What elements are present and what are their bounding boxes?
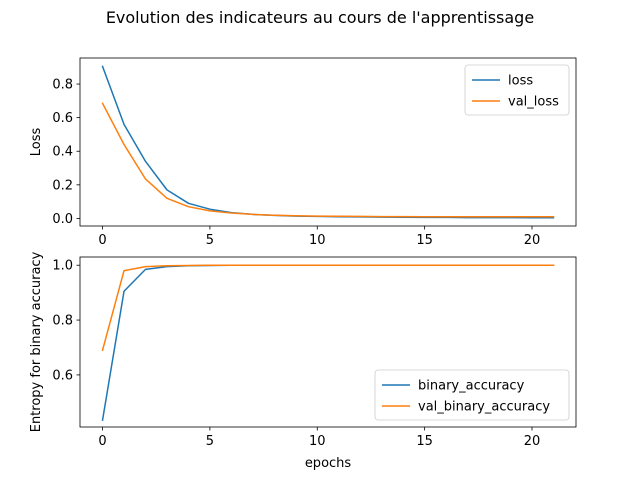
y-tick-label: 0.6 <box>52 368 73 383</box>
loss-panel: 0 5 10 15 20 0.0 0.2 0.4 0.6 0.8 Loss loss val_loss <box>29 57 577 248</box>
axes-frame <box>79 57 577 227</box>
x-tick-label: 5 <box>206 434 214 449</box>
legend: binary_accuracy val_binary_accuracy <box>374 369 570 421</box>
series-line-val_loss <box>101 102 555 218</box>
y-tick-label: 1.0 <box>52 259 73 274</box>
y-tick-label: 0.8 <box>52 78 73 93</box>
legend-label: loss <box>508 74 533 89</box>
legend-box <box>464 64 570 116</box>
axes-frame <box>79 256 577 428</box>
x-tick-label: 20 <box>524 233 541 248</box>
accuracy-panel: 0 5 10 15 20 0.6 0.8 1.0 Entropy for binary accu… <box>29 251 577 471</box>
y-tick-label: 0.2 <box>52 178 73 193</box>
x-tick-label: 0 <box>98 434 106 449</box>
x-tick-label: 5 <box>206 233 214 248</box>
x-tick-label: 15 <box>416 233 433 248</box>
y-tick-label: 0.4 <box>52 145 73 160</box>
legend-box <box>374 369 570 421</box>
figure-suptitle: Evolution des indicateurs au cours de l'… <box>106 8 534 27</box>
x-tick-label: 10 <box>309 434 326 449</box>
x-tick-label: 15 <box>416 434 433 449</box>
legend-label: binary_accuracy <box>418 379 525 394</box>
y-tick-label: 0.6 <box>52 111 73 126</box>
x-tick-label: 0 <box>98 233 106 248</box>
x-axis-label: epochs <box>305 456 352 471</box>
legend-label: val_binary_accuracy <box>418 400 550 415</box>
y-axis-label: Loss <box>29 128 44 157</box>
series-line-val_binary_accuracy <box>101 264 555 352</box>
y-tick-label: 0.8 <box>52 314 73 329</box>
x-tick-label: 20 <box>524 434 541 449</box>
x-tick-label: 10 <box>309 233 326 248</box>
y-axis-label: Entropy for binary accuracy <box>29 251 44 432</box>
legend: loss val_loss <box>464 64 570 116</box>
y-tick-label: 0.0 <box>52 212 73 227</box>
legend-label: val_loss <box>508 95 559 110</box>
